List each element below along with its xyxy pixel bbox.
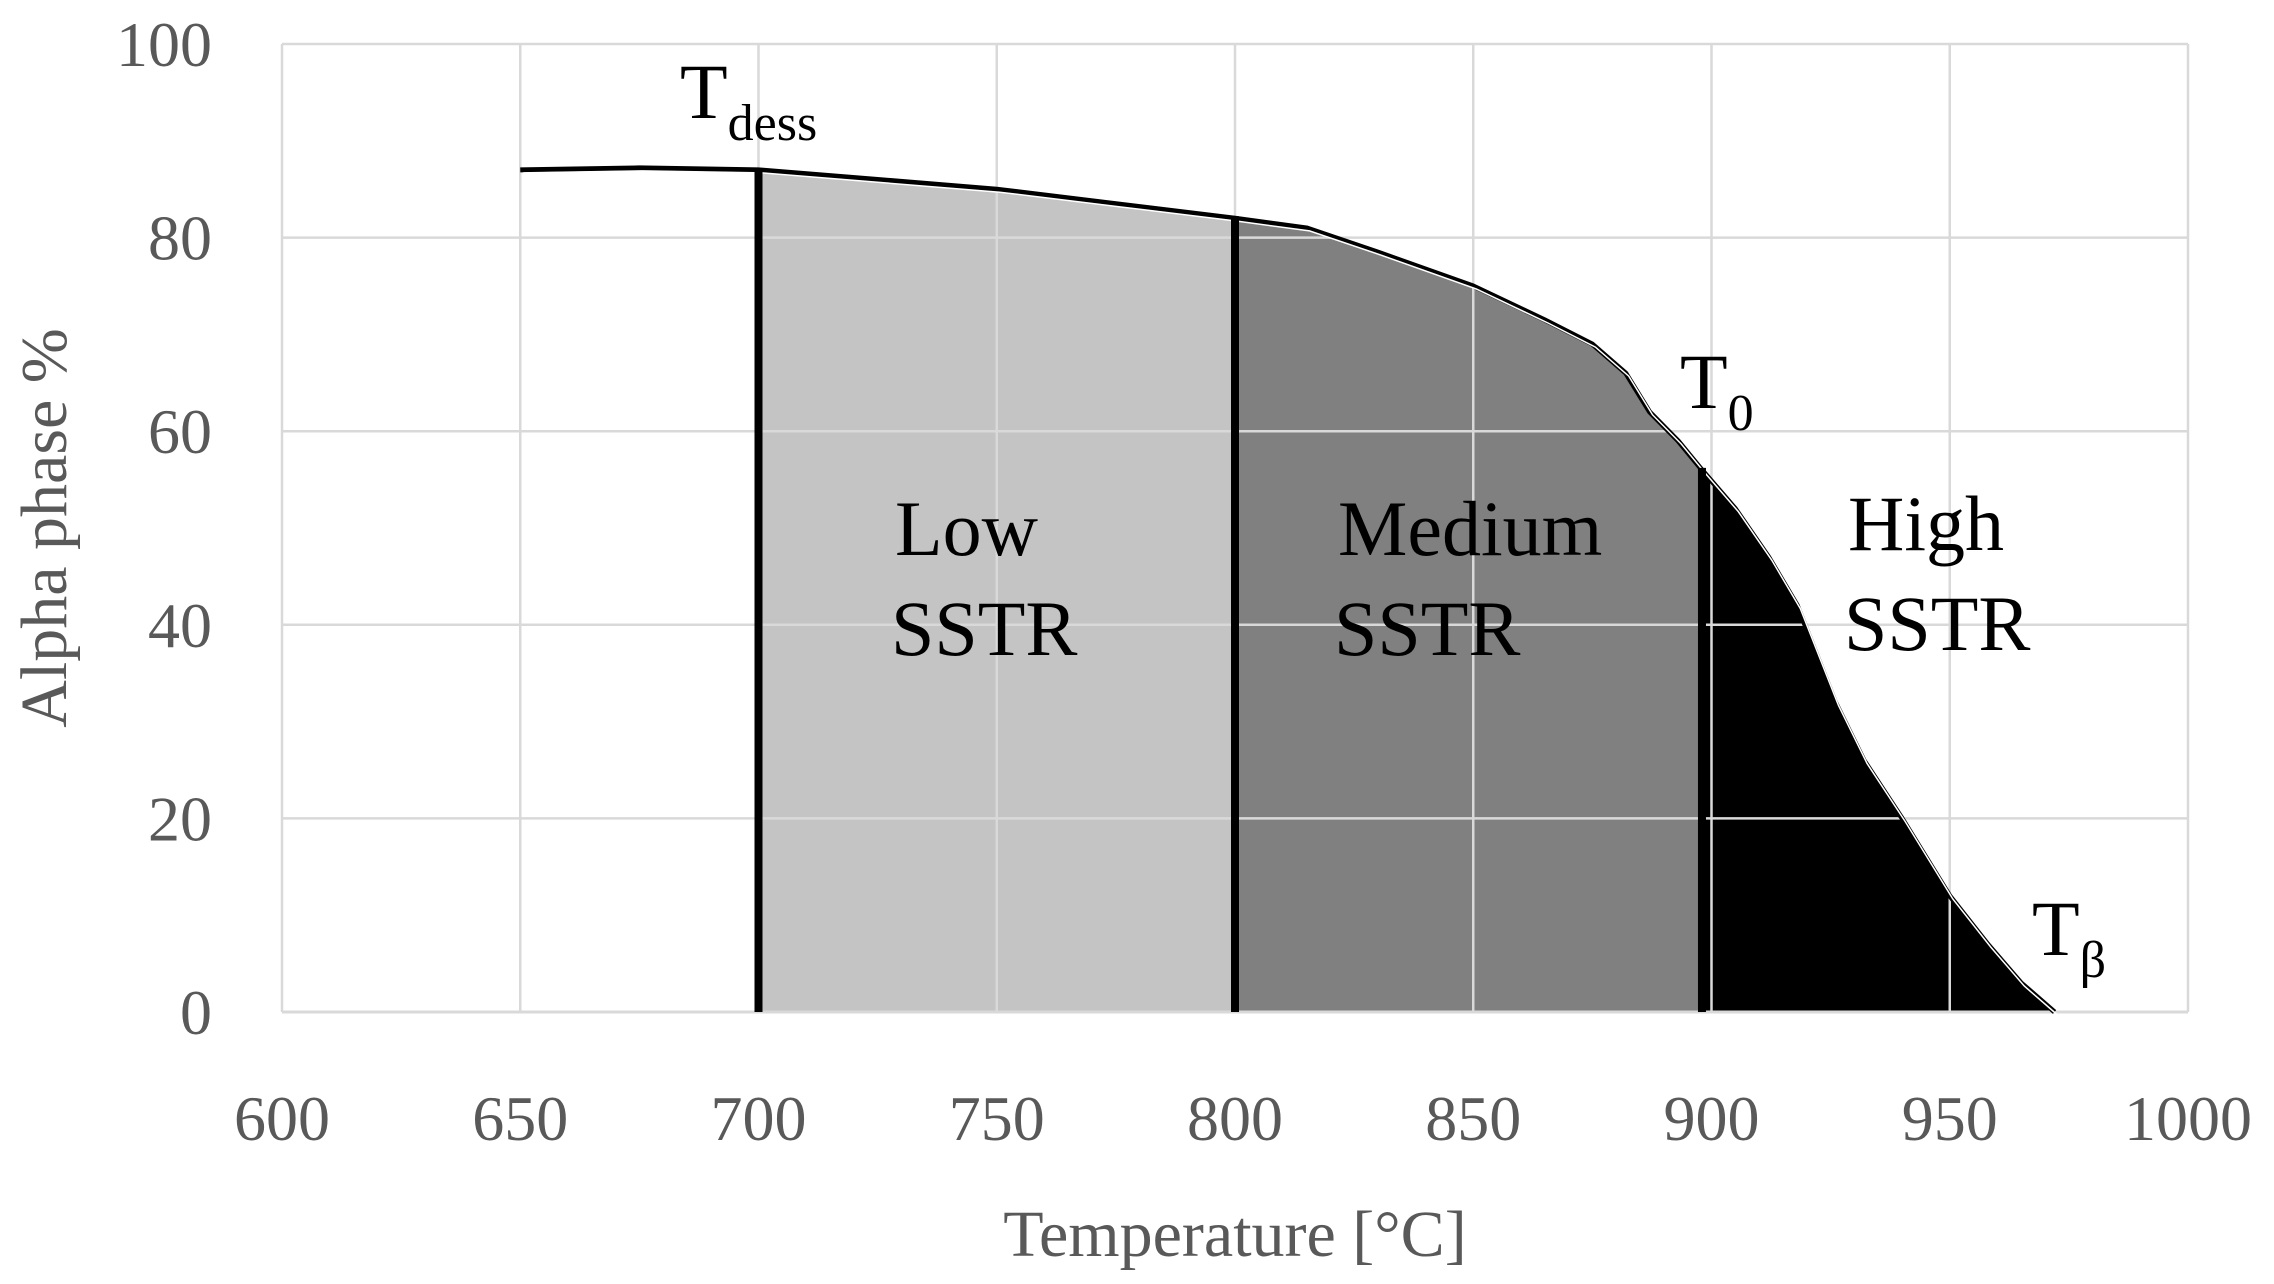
- x-tick-label: 850: [1425, 1083, 1521, 1154]
- x-tick-label: 650: [472, 1083, 568, 1154]
- y-tick-label: 100: [116, 9, 212, 80]
- x-tick-label: 900: [1664, 1083, 1760, 1154]
- marker-label: Tdess: [680, 48, 817, 152]
- region-fill-2: [1701, 469, 2055, 1012]
- x-tick-label: 600: [234, 1083, 330, 1154]
- y-tick-label: 80: [148, 203, 212, 274]
- region-labels: Low SSTR Medium SSTR High SSTR: [891, 480, 2030, 672]
- region-boundaries: [754, 167, 1706, 1012]
- region-label-line1: Medium: [1338, 485, 1602, 572]
- marker-label: Tβ: [2032, 885, 2106, 989]
- alpha-phase-curve: [520, 165, 2057, 1014]
- y-tick-label: 0: [180, 977, 212, 1048]
- region-label-line1: Low: [895, 485, 1038, 572]
- region-label-line2: SSTR: [891, 585, 1077, 672]
- x-tick-label: 700: [711, 1083, 807, 1154]
- x-tick-labels: 600 650 700 750 800 850 900 950 1000: [234, 1083, 2252, 1154]
- region-fill-1: [1235, 218, 1702, 1013]
- y-tick-label: 20: [148, 783, 212, 854]
- curve-highlight: [523, 170, 2059, 1016]
- x-tick-label: 800: [1187, 1083, 1283, 1154]
- y-axis-title: Alpha phase %: [8, 328, 81, 728]
- x-tick-label: 750: [949, 1083, 1045, 1154]
- x-axis-title: Temperature [°C]: [1003, 1198, 1466, 1271]
- temperature-markers: Tdess T0 Tβ: [680, 48, 2106, 989]
- y-tick-labels: 0 20 40 60 80 100: [116, 9, 212, 1048]
- x-tick-label: 1000: [2124, 1083, 2252, 1154]
- y-tick-label: 40: [148, 590, 212, 661]
- region-label-line2: SSTR: [1334, 585, 1520, 672]
- region-label-line2: SSTR: [1844, 580, 2030, 667]
- y-tick-label: 60: [148, 396, 212, 467]
- marker-label: T0: [1680, 338, 1754, 442]
- region-label-line1: High: [1848, 480, 2004, 567]
- x-tick-label: 950: [1902, 1083, 1998, 1154]
